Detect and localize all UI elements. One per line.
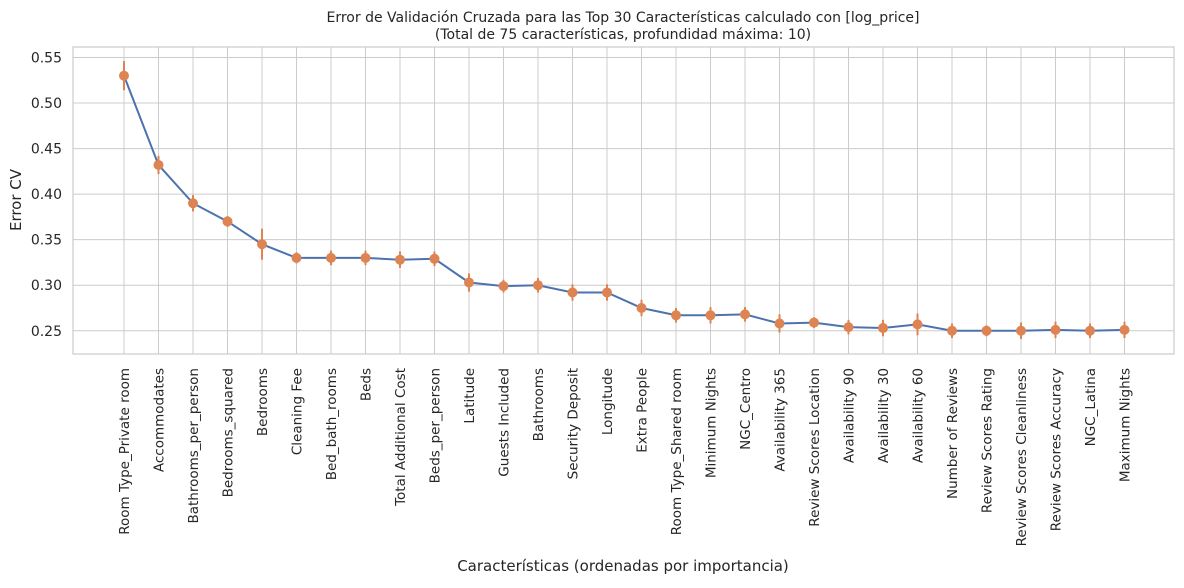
y-tick-label: 0.45 [31, 142, 62, 158]
data-point [912, 319, 923, 330]
x-tick-label: Availability 60 [911, 368, 927, 463]
series-layer [119, 61, 1130, 339]
data-point [671, 310, 681, 321]
x-axis-label: Características (ordenadas por importanc… [457, 557, 789, 575]
x-tick-label: Maximum Nights [1118, 368, 1134, 482]
data-point [774, 318, 785, 329]
x-tick-label: Bathrooms_per_person [186, 368, 202, 524]
x-tick-label: NGC_Centro [738, 368, 754, 450]
y-tick-label: 0.55 [31, 50, 62, 66]
x-tick-label: Accommodates [152, 368, 168, 472]
data-point [291, 252, 302, 263]
x-tick-label: NGC_Latina [1083, 368, 1099, 446]
data-point [981, 325, 992, 336]
data-point [878, 323, 888, 334]
chart-title-line-1: Error de Validación Cruzada para las Top… [327, 10, 920, 26]
x-tick-label: Cleaning Fee [290, 368, 306, 455]
x-tick-label: Bathrooms [531, 368, 547, 441]
data-point [740, 309, 750, 320]
data-point [222, 216, 233, 227]
x-tick-label: Room Type_Private room [117, 368, 133, 535]
y-tick-label: 0.40 [31, 187, 62, 203]
x-tick-label: Review Scores Location [807, 368, 823, 527]
x-tick-label: Security Deposit [566, 368, 582, 479]
data-point [257, 239, 267, 250]
data-point [705, 310, 716, 321]
x-tick-label: Availability 30 [876, 368, 892, 463]
y-tick-label: 0.35 [31, 233, 62, 249]
data-point [843, 322, 854, 333]
x-tick-label: Beds_per_person [428, 368, 444, 483]
data-point [1119, 324, 1130, 335]
chart-title-line-2: (Total de 75 características, profundida… [435, 27, 811, 43]
data-point [947, 325, 957, 336]
plot-frame [72, 46, 1175, 355]
y-tick-labels: 0.25 0.30 0.35 0.40 0.45 0.50 0.55 [31, 50, 62, 339]
data-point [326, 252, 336, 263]
x-tick-label: Extra People [635, 368, 651, 453]
data-point [119, 70, 129, 81]
x-tick-label: Longitude [600, 368, 616, 435]
x-tick-label: Beds [359, 368, 375, 401]
data-point [533, 280, 543, 291]
data-point [1085, 325, 1095, 336]
x-tick-labels: Room Type_Private room Accommodates Bathro… [117, 368, 1134, 546]
grid-layer [73, 47, 1174, 354]
x-tick-label: Availability 365 [773, 368, 789, 472]
data-point [464, 277, 474, 288]
data-point [153, 159, 164, 170]
data-point [809, 317, 819, 328]
data-point [602, 287, 612, 298]
y-axis-label: Error CV [7, 168, 25, 231]
x-tick-label: Room Type_Shared room [669, 368, 685, 535]
x-tick-label: Review Scores Cleanliness [1014, 368, 1030, 546]
x-tick-label: Bedrooms_squared [221, 368, 237, 497]
data-point [429, 253, 440, 264]
x-tick-label: Guests Included [497, 368, 513, 477]
x-tick-label: Bedrooms [255, 368, 271, 436]
data-point [360, 252, 371, 263]
data-point [1050, 324, 1061, 335]
data-point [498, 281, 509, 292]
x-tick-label: Review Scores Rating [980, 368, 996, 513]
x-tick-label: Availability 90 [842, 368, 858, 463]
x-tick-label: Number of Reviews [945, 368, 961, 499]
x-tick-label: Review Scores Accuracy [1049, 368, 1065, 531]
y-tick-label: 0.50 [31, 96, 62, 112]
series-line [123, 75, 1125, 332]
y-tick-label: 0.30 [31, 278, 62, 294]
data-point [188, 198, 198, 209]
data-point [636, 302, 647, 313]
data-point [567, 287, 578, 298]
data-point [395, 254, 405, 265]
x-tick-label: Total Additional Cost [393, 368, 409, 507]
y-tick-label: 0.25 [31, 324, 62, 340]
data-point [1016, 325, 1026, 336]
x-tick-label: Latitude [462, 368, 478, 424]
x-tick-label: Minimum Nights [704, 368, 720, 478]
x-tick-label: Bed_bath_rooms [324, 368, 340, 480]
